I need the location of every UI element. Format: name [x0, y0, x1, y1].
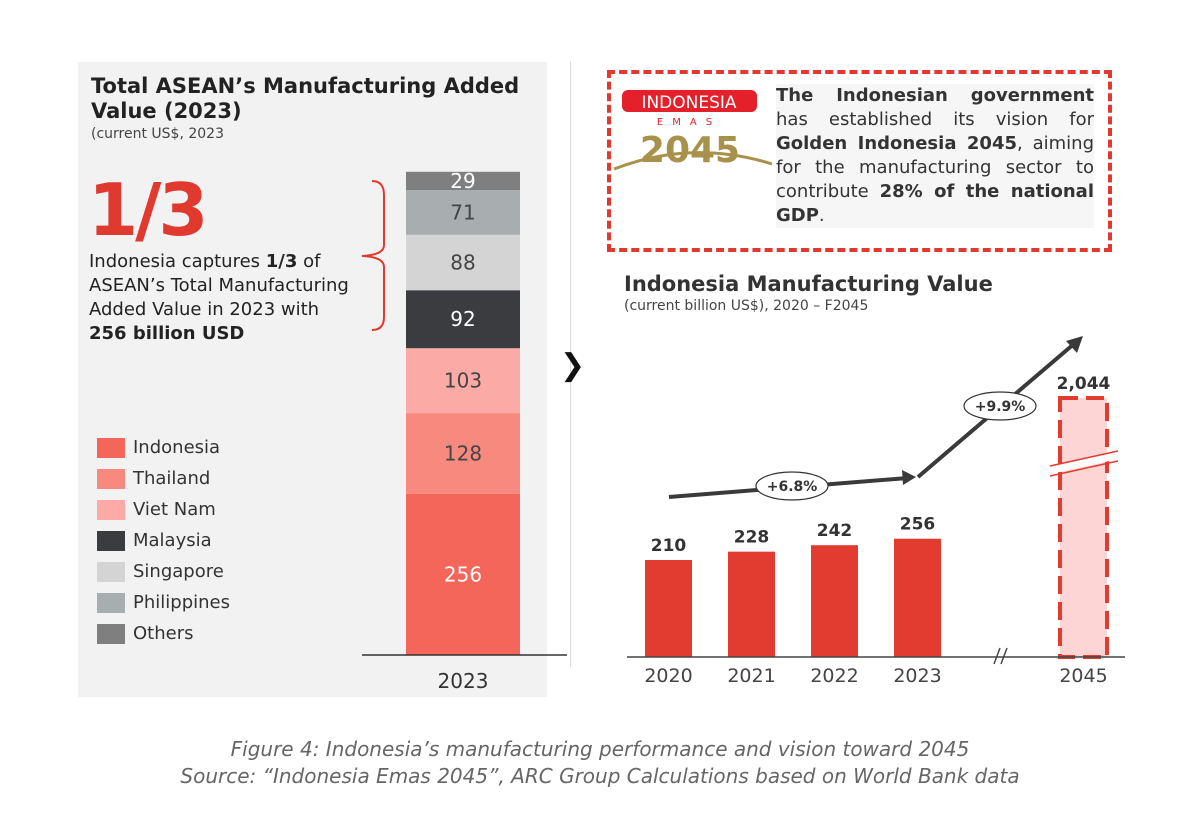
legend-label: Thailand — [133, 468, 211, 489]
indonesia-share-description: Indonesia captures 1/3 of ASEAN’s Total … — [89, 250, 354, 346]
bar-break-mark — [1049, 460, 1119, 477]
left-chart-subtitle: (current US$, 2023 — [91, 126, 224, 142]
legend-label: Malaysia — [133, 530, 212, 551]
legend-swatch — [97, 592, 125, 613]
stacked-bar-segment-malaysia — [406, 290, 520, 349]
legend-label: Others — [133, 623, 194, 644]
growth-rate-bubble — [963, 391, 1037, 421]
legend-swatch — [97, 499, 125, 520]
bar-2020 — [645, 559, 692, 657]
right-chart-subtitle: (current billion US$), 2020 – F2045 — [624, 298, 869, 314]
stacked-bar-segment-thailand — [406, 413, 520, 494]
legend-swatch — [97, 561, 125, 582]
segment-value-label: 128 — [444, 441, 482, 465]
stacked-bar-segment-singapore — [406, 234, 520, 291]
desc-bold: 256 billion USD — [89, 323, 245, 344]
legend-swatch — [97, 468, 125, 489]
x-tick-label: 2020 — [644, 665, 692, 687]
growth-rate-bubble — [755, 471, 829, 501]
x-tick-label: 2023 — [893, 665, 941, 687]
segment-value-label: 92 — [450, 307, 475, 331]
bar-value-label: 2,044 — [1057, 374, 1111, 394]
bar-2023 — [894, 538, 941, 657]
legend-item: Viet Nam — [97, 499, 216, 520]
forecast-bar-2045 — [1058, 396, 1109, 659]
segment-value-label: 71 — [450, 200, 475, 224]
divider — [570, 62, 571, 667]
bar-value-label: 242 — [817, 521, 853, 541]
bar-break-mark — [1049, 450, 1119, 467]
stacked-bar-segment-philippines — [406, 190, 520, 235]
caption-source: Source: “Indonesia Emas 2045”, ARC Group… — [180, 764, 1020, 788]
arrow-head — [1066, 336, 1083, 353]
bar-value-label: 210 — [651, 536, 687, 556]
caption-title: Figure 4: Indonesia’s manufacturing perf… — [230, 737, 970, 761]
desc-text: Indonesia captures — [89, 251, 266, 272]
legend-item: Malaysia — [97, 530, 212, 551]
vision-text: The Indonesian government has establishe… — [776, 84, 1094, 228]
desc-bold: 1/3 — [265, 251, 298, 272]
chevron-right-icon: ❯ — [560, 348, 586, 383]
vision-text-part: . — [818, 205, 825, 226]
segment-value-label: 256 — [444, 562, 482, 586]
legend-swatch — [97, 437, 125, 458]
stacked-bar-segment-indonesia — [406, 493, 520, 655]
indonesia-emas-logo: INDONESIA EMAS 2045 — [613, 90, 772, 171]
x-tick-label: 2022 — [810, 665, 858, 687]
legend-item: Others — [97, 623, 194, 644]
vision-bold: The Indonesian government — [776, 85, 1094, 106]
bar-2021 — [728, 551, 775, 657]
segment-value-label: 88 — [450, 251, 475, 275]
axis-break-mark — [993, 647, 1001, 665]
stacked-bar-segment-viet-nam — [406, 348, 520, 414]
legend-item: Indonesia — [97, 437, 220, 458]
bar-value-label: 228 — [734, 528, 770, 548]
growth-rate-label: +9.9% — [975, 399, 1026, 415]
x-tick-label: 2045 — [1059, 665, 1107, 687]
svg-text:EMAS: EMAS — [657, 117, 721, 128]
growth-rate-label: +6.8% — [767, 479, 818, 495]
legend-swatch — [97, 623, 125, 644]
bar-value-label: 256 — [900, 515, 936, 535]
arrow-head — [902, 470, 916, 485]
x-tick-label: 2023 — [438, 669, 489, 693]
bar-break-gap — [1049, 451, 1119, 474]
legend-item: Thailand — [97, 468, 210, 489]
segment-value-label: 29 — [450, 169, 475, 193]
vision-bold: Golden Indonesia 2045 — [776, 133, 1017, 154]
vision-bold: 28% of the national GDP — [776, 181, 1094, 226]
bar-2022 — [811, 545, 858, 657]
desc-text: of ASEAN’s Total Manufacturing Added Val… — [89, 251, 349, 320]
legend-label: Indonesia — [133, 437, 221, 458]
highlight-fraction: 1/3 — [88, 168, 208, 252]
left-chart-title: Total ASEAN’s Manufacturing Added Value … — [91, 74, 520, 123]
vision-text-part: has established its vision for — [776, 109, 1094, 130]
legend-label: Viet Nam — [133, 499, 216, 520]
stacked-bar-segment-others — [406, 171, 520, 191]
svg-text:INDONESIA: INDONESIA — [641, 93, 736, 113]
segment-value-label: 103 — [444, 369, 482, 393]
brace-indonesia — [361, 180, 385, 331]
x-tick-label: 2021 — [727, 665, 775, 687]
figure-caption: Figure 4: Indonesia’s manufacturing perf… — [0, 736, 1200, 790]
axis-break-mark — [1000, 647, 1008, 665]
legend-item: Singapore — [97, 561, 224, 582]
vision-text-part: , aiming for the manufacturing sector to… — [776, 133, 1095, 202]
legend-label: Singapore — [133, 561, 224, 582]
svg-text:2045: 2045 — [640, 130, 740, 171]
right-chart-title: Indonesia Manufacturing Value — [624, 272, 993, 296]
legend-item: Philippines — [97, 592, 230, 613]
legend-label: Philippines — [133, 592, 230, 613]
legend-swatch — [97, 530, 125, 551]
